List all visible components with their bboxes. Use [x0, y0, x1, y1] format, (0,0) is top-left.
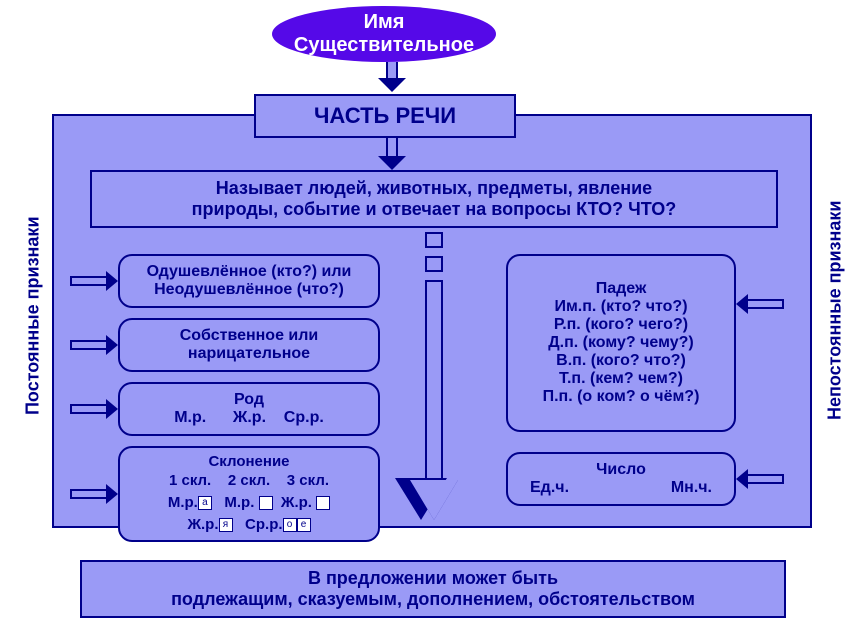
proper-line2: нарицательное — [188, 345, 310, 363]
center-arrow — [410, 232, 458, 520]
number-right: Мн.ч. — [671, 479, 712, 497]
definition-line2: природы, событие и отвечает на вопросы К… — [192, 199, 677, 220]
letter-box-ya: я — [219, 518, 233, 532]
role-line2: подлежащим, сказуемым, дополнением, обст… — [171, 589, 695, 610]
case-line-4: Т.п. (кем? чем?) — [559, 370, 683, 388]
part-of-speech-box: ЧАСТЬ РЕЧИ — [254, 94, 516, 138]
connector-arrow-left-3 — [70, 399, 118, 419]
case-line-2: Д.п. (кому? чему?) — [548, 334, 693, 352]
number-title: Число — [596, 461, 646, 479]
constant-features-label: Постоянные признаки — [18, 176, 48, 456]
case-line-1: Р.п. (кого? чего?) — [554, 316, 688, 334]
arrow-title-to-part — [378, 62, 406, 92]
connector-arrow-left-2 — [70, 335, 118, 355]
declension-header: 1 скл. 2 скл. 3 скл. — [169, 470, 329, 492]
case-title: Падеж — [596, 280, 647, 298]
definition-box: Называет людей, животных, предметы, явле… — [90, 170, 778, 228]
declension-title: Склонение — [208, 453, 289, 470]
number-box: Число Ед.ч. Мн.ч. — [506, 452, 736, 506]
animacy-line1: Одушевлённое (кто?) или — [147, 263, 352, 281]
proper-line1: Собственное или — [180, 327, 319, 345]
animacy-line2: Неодушевлённое (что?) — [154, 281, 344, 299]
case-line-5: П.п. (о ком? о чём?) — [543, 388, 700, 406]
declension-box: Склонение 1 скл. 2 скл. 3 скл. М.р.а М.р… — [118, 446, 380, 542]
role-line1: В предложении может быть — [308, 568, 558, 589]
part-of-speech-text: ЧАСТЬ РЕЧИ — [314, 103, 456, 129]
letter-box-o: о — [283, 518, 297, 532]
animacy-box: Одушевлённое (кто?) или Неодушевлённое (… — [118, 254, 380, 308]
declension-row2: Ж.р.я Ср.р.ое — [187, 514, 310, 536]
letter-box-e: е — [297, 518, 311, 532]
proper-box: Собственное или нарицательное — [118, 318, 380, 372]
arrow-part-to-def — [378, 138, 406, 170]
title-ellipse-text: Имя Существительное — [272, 11, 496, 57]
letter-box-empty2 — [316, 496, 330, 510]
gender-title: Род — [234, 391, 264, 409]
connector-arrow-left-4 — [70, 484, 118, 504]
case-line-0: Им.п. (кто? что?) — [554, 298, 687, 316]
declension-row1: М.р.а М.р. Ж.р. — [168, 492, 330, 514]
title-ellipse: Имя Существительное — [272, 6, 496, 62]
connector-arrow-right-2 — [736, 469, 784, 489]
letter-box-a: а — [198, 496, 212, 510]
case-box: Падеж Им.п. (кто? что?) Р.п. (кого? чего… — [506, 254, 736, 432]
connector-arrow-right-1 — [736, 294, 784, 314]
letter-box-empty1 — [259, 496, 273, 510]
number-left: Ед.ч. — [530, 479, 569, 497]
case-line-3: В.п. (кого? что?) — [556, 352, 686, 370]
nonconstant-features-label: Непостоянные признаки — [820, 160, 850, 460]
connector-arrow-left-1 — [70, 271, 118, 291]
sentence-role-box: В предложении может быть подлежащим, ска… — [80, 560, 786, 618]
definition-line1: Называет людей, животных, предметы, явле… — [216, 178, 652, 199]
gender-box: Род М.р. Ж.р. Ср.р. — [118, 382, 380, 436]
gender-items: М.р. Ж.р. Ср.р. — [174, 409, 324, 427]
